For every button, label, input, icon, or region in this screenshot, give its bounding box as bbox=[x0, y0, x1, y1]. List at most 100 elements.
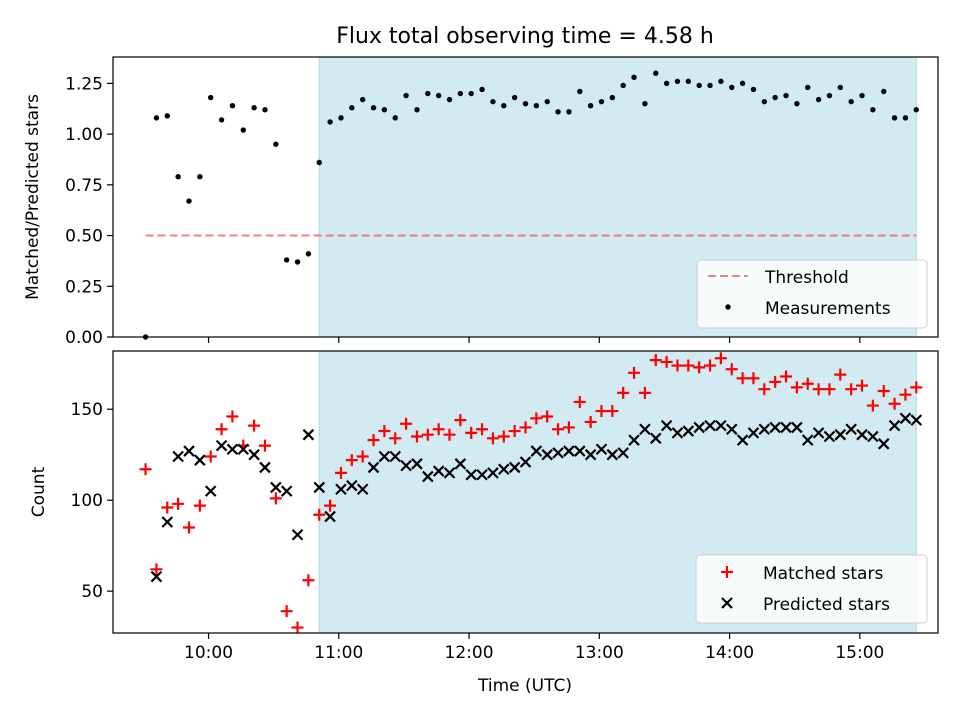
predicted-star-point bbox=[519, 456, 532, 468]
predicted-star-point bbox=[856, 428, 868, 441]
matched-star-point bbox=[258, 439, 271, 452]
measurement-point bbox=[653, 70, 659, 76]
predicted-star-point bbox=[302, 428, 315, 441]
predicted-star-point bbox=[335, 483, 347, 496]
predicted-star-point bbox=[498, 463, 510, 476]
measurement-point bbox=[381, 107, 388, 113]
matched-star-point bbox=[856, 379, 869, 392]
x-tick-label: 12:00 bbox=[445, 643, 494, 663]
matched-star-point bbox=[584, 415, 597, 428]
predicted-star-point bbox=[877, 438, 890, 450]
predicted-star-point bbox=[812, 427, 825, 439]
measurement-point bbox=[696, 82, 702, 89]
matched-star-point bbox=[324, 499, 337, 512]
matched-star-point bbox=[465, 426, 478, 439]
bottom-legend-box bbox=[695, 554, 928, 624]
legend-measurements-swatch bbox=[725, 304, 731, 310]
matched-star-point bbox=[595, 405, 608, 418]
top-y-axis-label: Matched/Predicted stars bbox=[23, 94, 43, 300]
top-legend-box bbox=[696, 259, 928, 329]
matched-star-point bbox=[280, 605, 293, 618]
measurement-point bbox=[718, 78, 724, 85]
measurement-point bbox=[870, 107, 876, 113]
matched-star-point bbox=[215, 423, 228, 436]
measurement-point bbox=[533, 102, 540, 109]
measurement-point bbox=[642, 100, 648, 107]
measurement-point bbox=[305, 251, 312, 257]
matched-star-point bbox=[367, 434, 380, 447]
matched-star-point bbox=[628, 366, 641, 379]
matched-stars-points bbox=[139, 352, 923, 634]
predicted-star-point bbox=[172, 450, 184, 463]
measurement-point bbox=[175, 174, 181, 180]
y-tick-label: 1.00 bbox=[65, 125, 103, 145]
predicted-star-point bbox=[899, 412, 912, 425]
x-tick-label: 15:00 bbox=[835, 643, 884, 663]
predicted-star-point bbox=[595, 443, 608, 456]
measurement-point bbox=[772, 94, 778, 101]
predicted-star-point bbox=[617, 447, 629, 459]
predicted-star-point bbox=[660, 419, 673, 432]
measurement-point bbox=[620, 82, 626, 89]
predicted-star-point bbox=[422, 470, 434, 483]
measurement-point bbox=[750, 86, 757, 93]
matched-star-point bbox=[389, 432, 402, 445]
measurement-point bbox=[251, 105, 257, 111]
matched-star-point bbox=[204, 450, 217, 463]
measurement-point bbox=[359, 96, 366, 103]
predicted-star-point bbox=[910, 414, 923, 426]
measurement-point bbox=[468, 90, 474, 97]
bottom-x-ticks: 10:00 11:00 12:00 13:00 14:00 15:00 bbox=[184, 633, 884, 663]
x-tick-label: 11:00 bbox=[314, 643, 363, 663]
legend-matched-label: Matched stars bbox=[763, 564, 883, 584]
measurement-point bbox=[837, 84, 844, 91]
measurement-point bbox=[848, 98, 854, 105]
predicted-star-point bbox=[704, 419, 716, 432]
predicted-star-point bbox=[725, 423, 738, 436]
bottom-axes-frame bbox=[112, 350, 939, 634]
legend-predicted-label: Predicted stars bbox=[763, 595, 890, 615]
measurement-point bbox=[197, 174, 203, 180]
predicted-star-point bbox=[693, 421, 705, 434]
matched-star-point bbox=[606, 405, 619, 418]
matched-star-point bbox=[193, 499, 206, 512]
matched-star-point bbox=[139, 463, 152, 476]
matched-star-point bbox=[302, 574, 315, 587]
chart-title: Flux total observing time = 4.58 h bbox=[336, 24, 714, 49]
predicted-star-point bbox=[259, 461, 271, 474]
top-panel: 0.00 0.25 0.50 0.75 1.00 1.25 Matched/Predict… bbox=[23, 56, 939, 348]
measurement-point bbox=[273, 141, 279, 147]
matched-star-point bbox=[313, 508, 326, 521]
measurement-point bbox=[218, 117, 225, 123]
measurement-point bbox=[913, 107, 919, 113]
matched-star-point bbox=[432, 423, 445, 436]
predicted-star-point bbox=[454, 458, 467, 470]
measurement-point bbox=[805, 84, 811, 91]
measurement-point bbox=[294, 259, 301, 265]
matched-star-point bbox=[172, 497, 185, 510]
matched-star-point bbox=[443, 428, 456, 441]
predicted-star-point bbox=[628, 434, 640, 446]
measurement-point bbox=[577, 88, 583, 95]
legend-threshold-label: Threshold bbox=[764, 268, 849, 288]
matched-star-point bbox=[552, 423, 565, 436]
matched-star-point bbox=[834, 368, 847, 381]
predicted-star-point bbox=[356, 483, 369, 496]
matched-star-point bbox=[519, 421, 532, 434]
matched-star-point bbox=[812, 383, 825, 396]
measurement-point bbox=[446, 96, 453, 103]
measurement-point bbox=[370, 105, 377, 111]
predicted-star-point bbox=[226, 443, 239, 456]
matched-star-point bbox=[845, 383, 858, 396]
predicted-star-point bbox=[573, 445, 586, 457]
predicted-star-point bbox=[508, 461, 521, 474]
predicted-star-point bbox=[584, 448, 597, 461]
predicted-star-point bbox=[248, 448, 260, 461]
top-legend: Threshold Measurements bbox=[696, 259, 928, 329]
measurement-point bbox=[240, 127, 246, 133]
measurement-point bbox=[794, 100, 800, 107]
predicted-star-point bbox=[758, 423, 771, 436]
matched-star-point bbox=[454, 414, 467, 427]
measurement-point bbox=[283, 257, 290, 263]
